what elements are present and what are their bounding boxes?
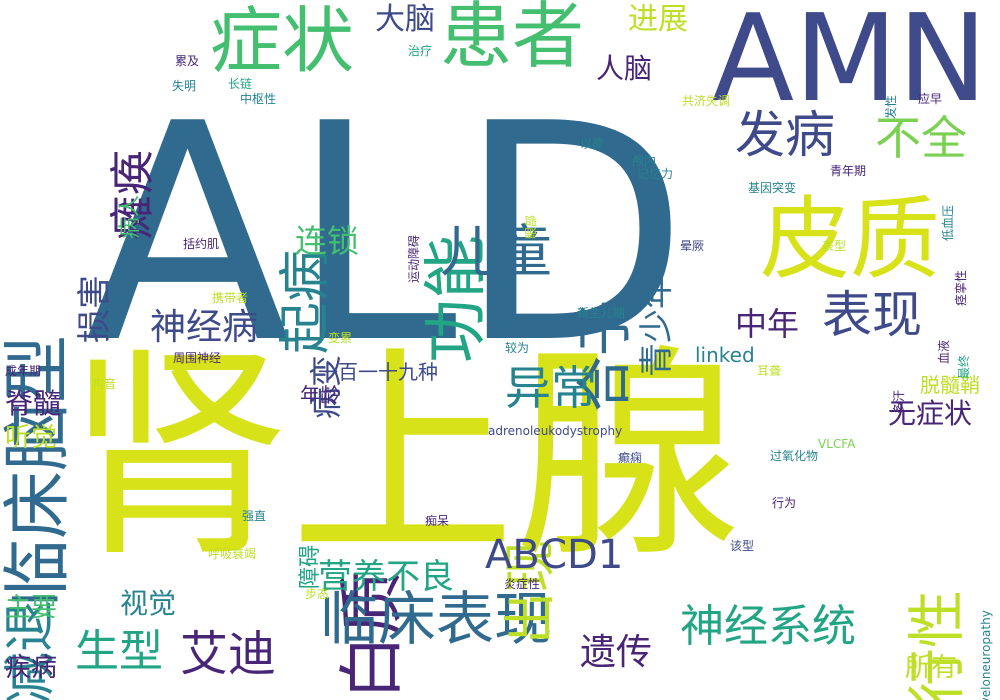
- word-80: 成年期: [5, 364, 42, 378]
- word-29: 损害: [75, 275, 115, 343]
- word-41: 主要: [5, 593, 58, 623]
- word-48: 脱髓鞘: [920, 373, 980, 397]
- word-36: 人脑: [596, 52, 653, 85]
- word-47: 年龄: [300, 383, 340, 407]
- word-87: 行为: [772, 496, 797, 510]
- word-57: 中枢性: [240, 92, 277, 106]
- word-60: 发性: [884, 94, 898, 119]
- word-66: 基因突变: [748, 181, 797, 195]
- word-22: 神经系统: [680, 601, 856, 652]
- word-42: 疾病: [5, 653, 58, 683]
- word-31: 连锁: [295, 222, 360, 260]
- word-23: 不全: [875, 111, 967, 165]
- word-27: 遗传: [580, 632, 653, 673]
- word-34: 大脑: [375, 2, 435, 37]
- word-76: 血液: [937, 339, 951, 364]
- word-75: 变累: [328, 331, 353, 345]
- word-74: 新生儿期: [577, 306, 626, 320]
- word-69: 晕厥: [680, 239, 705, 253]
- word-77: 最终: [957, 354, 971, 379]
- word-91: 炎症性: [504, 577, 541, 591]
- word-49-linked: linked: [695, 343, 755, 367]
- word-68: 眼部: [524, 214, 538, 239]
- word-38: 无症状: [888, 397, 973, 430]
- word-52-vlcfa: VLCFA: [818, 437, 856, 451]
- word-15: 儿童: [440, 220, 552, 285]
- word-35: 进展: [628, 2, 688, 37]
- word-39: 视觉: [120, 587, 177, 620]
- word-28: 营养不良: [318, 557, 454, 597]
- word-26: 神经病: [150, 307, 259, 348]
- word-40: 听觉: [5, 423, 58, 453]
- word-86: 痴呆: [425, 514, 450, 528]
- word-33: 中年: [735, 305, 800, 343]
- word-61: 以原: [580, 137, 605, 151]
- word-56: 失明: [172, 79, 197, 93]
- word-89: 该型: [730, 539, 755, 553]
- word-21: 艾迪: [180, 626, 277, 682]
- word-63: 记忆力: [637, 167, 674, 181]
- word-72: 痉挛性: [954, 269, 968, 306]
- word-25: 生型: [75, 626, 163, 677]
- word-78: 较为: [505, 341, 530, 355]
- word-82: 耳聋: [757, 364, 782, 378]
- word-62: 颅内: [632, 154, 657, 168]
- word-45: 障碍: [298, 544, 323, 589]
- word-54: 长链: [228, 77, 253, 91]
- word-73: 携带者: [212, 291, 249, 305]
- word-84: 过氧化物: [770, 449, 819, 463]
- word-5: 患者: [440, 0, 585, 78]
- word-51-adrenomyeloneuropathy: adrenomyeloneuropathy: [979, 610, 993, 700]
- word-64: 青年期: [830, 164, 867, 178]
- word-65: 低血压: [941, 204, 955, 241]
- word-46: 一百一十九种: [318, 360, 438, 384]
- word-79: 周围神经: [173, 351, 222, 365]
- word-58: 共济失调: [682, 94, 731, 108]
- word-19: 异常: [505, 361, 597, 415]
- word-24-abcd1: ABCD1: [485, 532, 624, 578]
- word-37: 脊髓: [5, 387, 62, 420]
- word-81: 构音: [92, 377, 117, 391]
- word-12: 表现: [822, 286, 922, 344]
- word-30: 青少年: [637, 275, 677, 377]
- word-44: 病人: [118, 194, 143, 239]
- word-88: 强直: [242, 509, 267, 523]
- word-70: 表型: [822, 239, 847, 253]
- word-4: 皮质: [760, 187, 940, 292]
- word-43: 所有: [905, 653, 958, 683]
- word-1-ald: ALD: [85, 60, 689, 409]
- word-83: 多汗: [892, 389, 906, 414]
- word-18: 发病: [735, 106, 835, 164]
- word-59: 应早: [918, 92, 943, 106]
- word-11: 进行性: [903, 589, 971, 700]
- word-85: 癫痫: [618, 451, 643, 465]
- word-50-adrenoleukodystrophy: adrenoleukodystrophy: [488, 424, 623, 438]
- word-67: 运动障碍: [407, 234, 421, 283]
- word-53: 治疗: [408, 44, 433, 58]
- word-3-amn: AMN: [712, 0, 988, 129]
- word-90: 呼吸衰竭: [208, 547, 257, 561]
- word-92: 步态: [305, 587, 330, 601]
- word-10: 临床表现: [320, 585, 553, 653]
- word-2: 肾上腺: [65, 326, 740, 588]
- word-71: 括约肌: [183, 237, 220, 251]
- word-55: 累及: [175, 54, 200, 68]
- word-6: 症状: [210, 0, 355, 83]
- word-14: 起病: [276, 249, 336, 354]
